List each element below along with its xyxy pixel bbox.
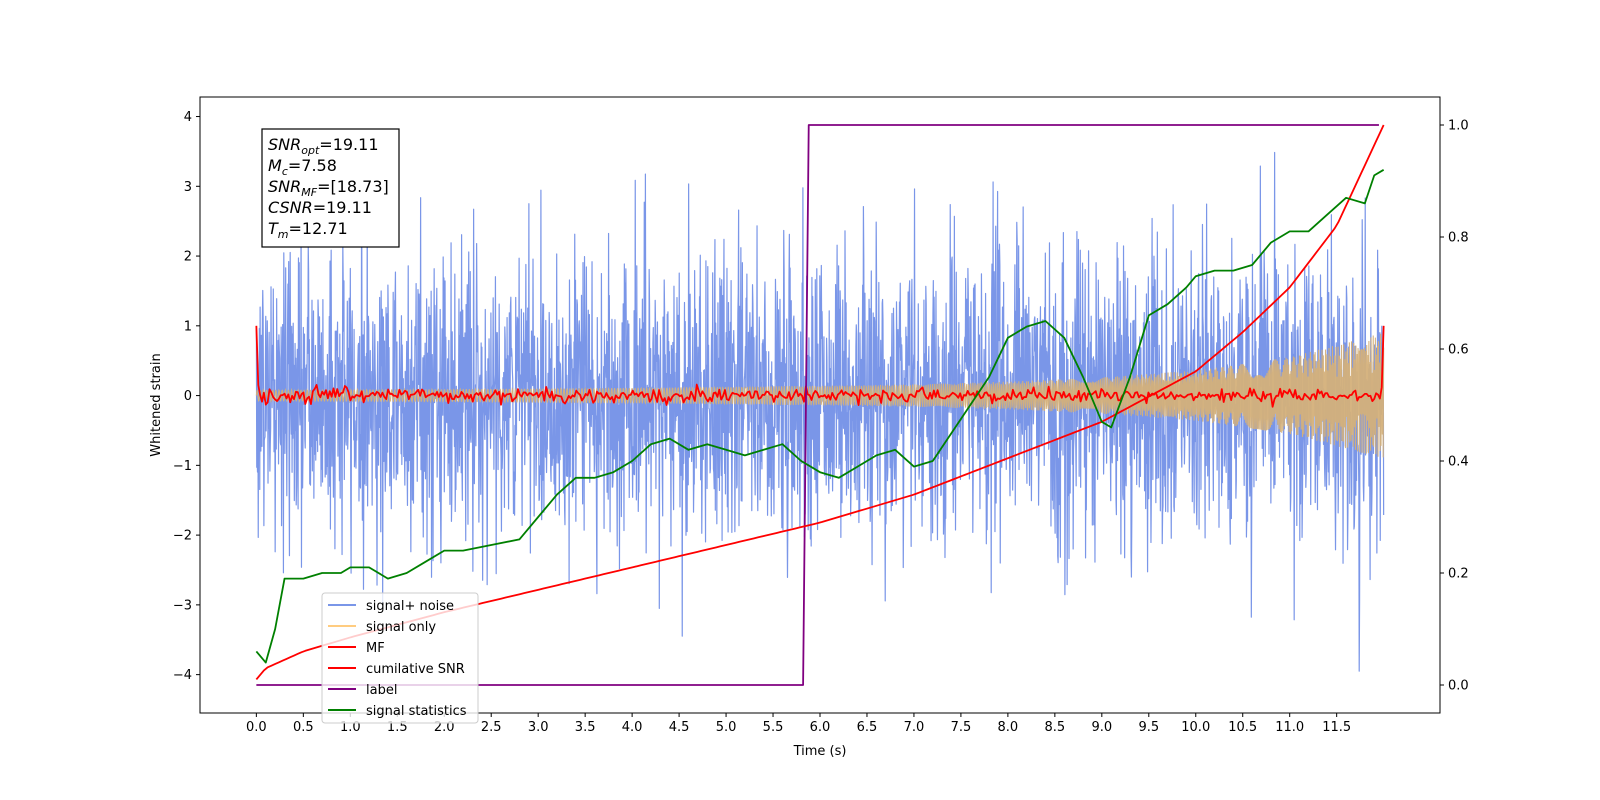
y-tick-label: 2 <box>184 250 192 265</box>
x-tick-label: 1.0 <box>340 720 361 735</box>
series-layer <box>255 124 1385 686</box>
y-tick-label: −1 <box>173 459 192 474</box>
annotation-line: SNRopt=19.11 <box>268 135 379 157</box>
y-tick-label: 4 <box>184 110 192 125</box>
annotation-line: CSNR=19.11 <box>268 198 372 217</box>
ticks-layer: 0.0 0.5 1.0 1.5 2.0 2.5 3.0 3.5 4.0 4.5 5.0 5.5 6.0 6… <box>173 110 1469 735</box>
x-tick-label: 2.0 <box>434 720 455 735</box>
x-tick-label: 4.5 <box>669 720 690 735</box>
legend-label: MF <box>366 641 385 656</box>
annotation-symbol: SNR <box>268 135 301 154</box>
x-tick-label: 5.5 <box>763 720 784 735</box>
annotation-value: =[18.73] <box>317 177 389 196</box>
y-tick-label: −3 <box>173 598 192 613</box>
annotation-line: Mc=7.58 <box>268 156 337 178</box>
annotation-symbol: T <box>268 219 279 238</box>
annotation-subscript: opt <box>301 144 320 157</box>
annotation-value: =7.58 <box>288 156 337 175</box>
y-axis-label: Whitened strain <box>149 353 164 456</box>
y-right-tick-label: 0.2 <box>1448 567 1469 582</box>
legend-label: signal+ noise <box>366 599 454 614</box>
annotation-symbol: SNR <box>268 177 301 196</box>
legend-frame <box>321 592 479 724</box>
annotation-line: Tm=12.71 <box>268 219 348 241</box>
series-mf-line <box>255 325 1385 408</box>
x-tick-label: 8.0 <box>998 720 1019 735</box>
legend-label: cumilative SNR <box>366 662 465 677</box>
legend-label: signal only <box>366 620 436 635</box>
series-label-line <box>256 124 1379 686</box>
y-tick-label: 1 <box>184 319 192 334</box>
x-tick-label: 1.5 <box>387 720 408 735</box>
series-signal-noise-line <box>255 151 1385 672</box>
y-right-tick-label: 0.0 <box>1448 679 1469 694</box>
x-tick-label: 2.5 <box>481 720 502 735</box>
x-tick-label: 11.0 <box>1275 720 1304 735</box>
x-tick-label: 10.0 <box>1181 720 1210 735</box>
x-tick-label: 6.5 <box>857 720 878 735</box>
y-right-tick-label: 0.4 <box>1448 455 1469 470</box>
x-axis-label: Time (s) <box>793 744 847 759</box>
x-tick-label: 11.5 <box>1322 720 1351 735</box>
annotation-value: =19.11 <box>319 135 378 154</box>
annotation-symbol: CSNR <box>268 198 313 217</box>
x-tick-label: 5.0 <box>716 720 737 735</box>
x-tick-label: 7.0 <box>904 720 925 735</box>
x-tick-label: 4.0 <box>622 720 643 735</box>
x-tick-label: 10.5 <box>1228 720 1257 735</box>
annotation-subscript: MF <box>301 186 317 199</box>
y-right-tick-label: 0.8 <box>1448 231 1469 246</box>
annotation-value: =12.71 <box>289 219 348 238</box>
y-tick-label: −4 <box>173 668 192 683</box>
x-tick-label: 0.5 <box>293 720 314 735</box>
x-tick-label: 9.5 <box>1138 720 1159 735</box>
annotation-symbol: M <box>268 156 282 175</box>
annotation-line: SNRMF=[18.73] <box>268 177 389 199</box>
annotation-value: =19.11 <box>313 198 372 217</box>
x-tick-label: 9.0 <box>1091 720 1112 735</box>
annotation-subscript: c <box>282 165 288 178</box>
x-tick-label: 8.5 <box>1045 720 1066 735</box>
legend: signal+ noise signal only MF cumilative SNR… <box>321 592 479 724</box>
x-tick-label: 0.0 <box>246 720 267 735</box>
x-tick-label: 7.5 <box>951 720 972 735</box>
annotation-box: SNRopt=19.11Mc=7.58SNRMF=[18.73]CSNR=19.… <box>261 128 400 248</box>
y-right-tick-label: 0.6 <box>1448 343 1469 358</box>
annotation-frame <box>261 128 400 248</box>
x-tick-label: 3.0 <box>528 720 549 735</box>
x-tick-label: 3.5 <box>575 720 596 735</box>
y-tick-label: −2 <box>173 529 192 544</box>
series-signal-statistics-line <box>255 169 1385 664</box>
legend-label: label <box>366 683 397 698</box>
legend-label: signal statistics <box>366 704 467 719</box>
x-tick-label: 6.0 <box>810 720 831 735</box>
y-right-tick-label: 1.0 <box>1448 119 1469 134</box>
y-tick-label: 3 <box>184 180 192 195</box>
series-signal-only-line <box>255 333 1385 458</box>
annotation-subscript: m <box>278 228 289 241</box>
y-tick-label: 0 <box>184 389 192 404</box>
